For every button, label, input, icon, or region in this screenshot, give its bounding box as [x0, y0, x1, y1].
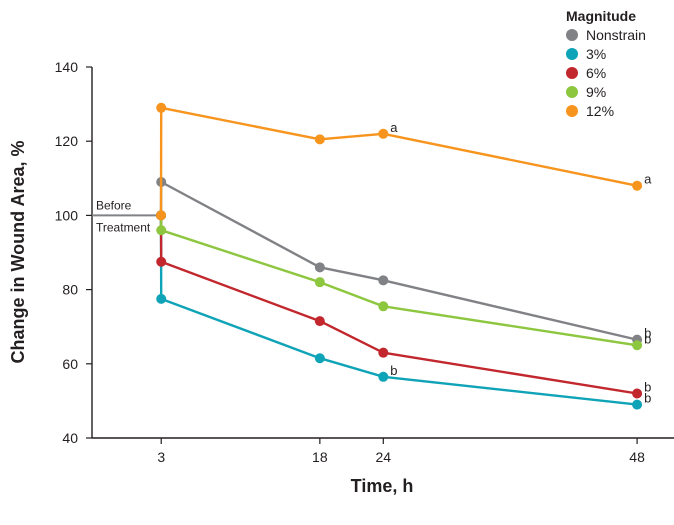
ticks: 40 60 80 100 120 140 3 18 24 48 Before Treatment	[55, 59, 645, 465]
legend: Magnitude Nonstrain 3% 6% 9% 12%	[566, 8, 646, 119]
significance-label: b	[644, 379, 651, 394]
series-9-point	[378, 301, 389, 312]
legend-label: 3%	[586, 46, 606, 62]
series-3-point	[632, 399, 643, 410]
treatment-label: Treatment	[96, 220, 151, 234]
y-tick-label: 40	[62, 430, 78, 446]
before-label: Before	[96, 198, 132, 212]
y-tick-label: 140	[55, 59, 79, 75]
significance-label: b	[390, 363, 397, 378]
x-tick-label: 18	[312, 449, 328, 465]
series-9-point	[314, 277, 325, 288]
series-nonstrain-point	[314, 262, 325, 273]
series-6-point	[378, 347, 389, 358]
significance-label: b	[644, 391, 651, 406]
x-tick-label: 3	[157, 449, 165, 465]
series-3-point	[156, 293, 167, 304]
series-nonstrain	[156, 177, 643, 345]
significance-label: a	[390, 120, 398, 135]
legend-label: 9%	[586, 84, 606, 100]
series-nonstrain-line	[159, 180, 638, 341]
series-6	[156, 210, 643, 399]
series-12-point	[156, 102, 167, 113]
legend-label: 12%	[586, 103, 614, 119]
legend-marker	[566, 48, 578, 60]
legend-marker	[566, 105, 578, 117]
y-tick-label: 100	[55, 207, 79, 223]
series-12-point	[632, 180, 643, 191]
significance-label: b	[644, 326, 651, 341]
series-3-line	[159, 215, 638, 406]
series-9	[156, 210, 643, 351]
series-layer	[156, 102, 643, 410]
series-3	[156, 210, 643, 410]
legend-marker	[566, 86, 578, 98]
series-3-point	[314, 353, 325, 364]
series-12-point	[156, 210, 166, 221]
legend-marker	[566, 29, 578, 41]
series-6-point	[632, 388, 643, 399]
legend-label: Nonstrain	[586, 27, 646, 43]
y-tick-label: 80	[62, 282, 78, 298]
significance-label: b	[644, 331, 651, 346]
x-tick-label: 24	[376, 449, 392, 465]
series-12-point	[378, 128, 389, 139]
series-9-point	[632, 340, 643, 351]
significance-label: a	[644, 172, 652, 187]
series-6-point	[156, 256, 167, 267]
legend-marker	[566, 67, 578, 79]
series-12	[156, 102, 643, 221]
legend-label: 6%	[586, 65, 606, 81]
axes	[91, 67, 674, 439]
y-tick-label: 120	[55, 133, 79, 149]
x-axis-title: Time, h	[351, 476, 414, 496]
y-axis-title: Change in Wound Area, %	[8, 140, 28, 363]
series-9-point	[156, 225, 167, 236]
legend-title: Magnitude	[566, 8, 636, 24]
series-6-line	[159, 215, 638, 395]
series-6-point	[314, 316, 325, 327]
series-12-point	[314, 134, 325, 145]
series-nonstrain-point	[378, 275, 389, 286]
series-3-point	[378, 371, 389, 382]
series-12-line	[159, 106, 638, 216]
x-tick-label: 48	[629, 449, 645, 465]
y-tick-label: 60	[62, 356, 78, 372]
